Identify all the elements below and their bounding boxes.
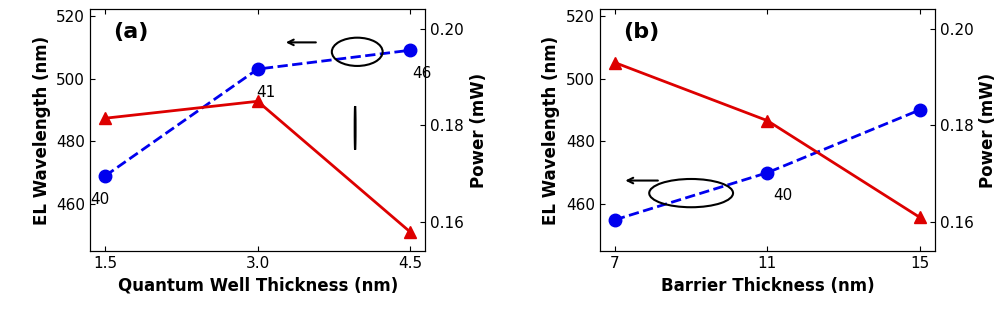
- Text: (b): (b): [623, 21, 659, 41]
- X-axis label: Quantum Well Thickness (nm): Quantum Well Thickness (nm): [118, 277, 398, 295]
- Text: 29: 29: [0, 313, 1, 314]
- Text: 45: 45: [0, 313, 1, 314]
- X-axis label: Barrier Thickness (nm): Barrier Thickness (nm): [661, 277, 874, 295]
- Text: 40: 40: [91, 192, 110, 207]
- Text: 41: 41: [256, 85, 275, 100]
- Text: 40: 40: [773, 188, 792, 203]
- Y-axis label: Power (mW): Power (mW): [470, 73, 488, 188]
- Text: 46: 46: [413, 66, 432, 81]
- Y-axis label: EL Wavelength (nm): EL Wavelength (nm): [33, 36, 51, 225]
- Y-axis label: EL Wavelength (nm): EL Wavelength (nm): [542, 36, 560, 225]
- Y-axis label: Power (mW): Power (mW): [979, 73, 997, 188]
- Text: (a): (a): [113, 21, 149, 41]
